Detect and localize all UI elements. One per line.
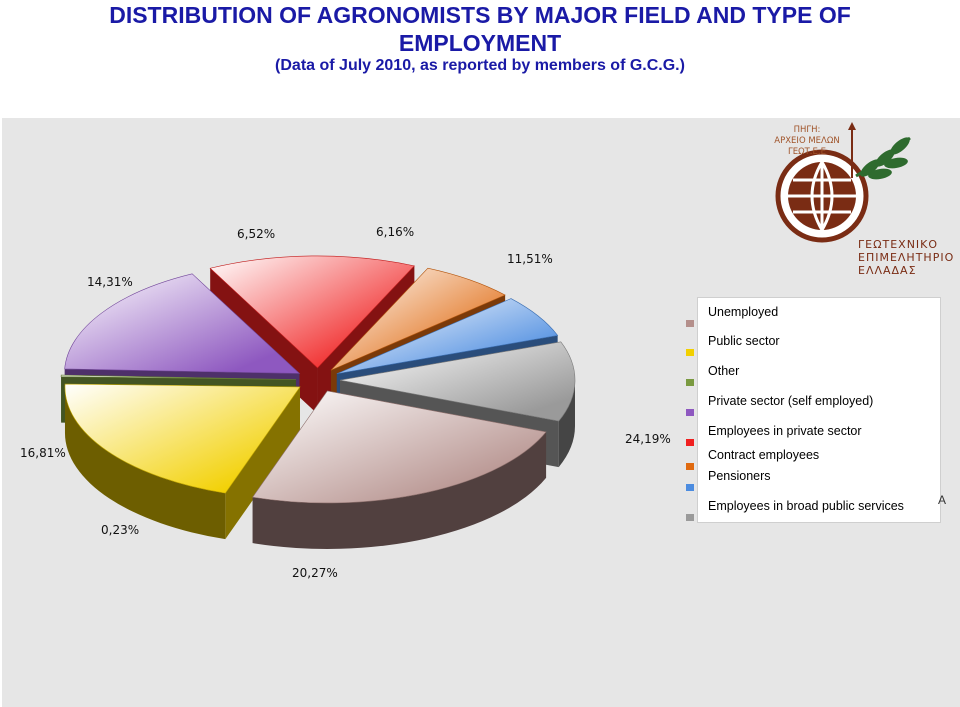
chart-legend: Unemployed Public sector Other Private s… [697,297,941,523]
legend-item-other: Other [708,364,740,378]
chart-title-line-1: DISTRIBUTION OF AGRONOMISTS BY MAJOR FIE… [109,2,851,28]
logo-name-line: ΓΕΩΤΕΧΝΙΚΟ [858,238,939,251]
data-label-public-sector: 20,27% [292,566,338,580]
legend-swatch [686,514,694,521]
legend-item-broad-public: Employees in broad public services [708,499,904,513]
legend-item-unemployed: Unemployed [708,305,779,319]
legend-item-contract: Contract employees [708,448,820,462]
logo-name-line: ΕΛΛΑΔΑΣ [858,264,917,277]
legend-swatch [686,484,694,491]
data-label-private-employees: 14,31% [87,275,133,289]
legend-swatch [686,439,694,446]
logo-source-text: ΠΗΓΗ: ΑΡΧΕΙΟ ΜΕΛΩΝ ΓΕΩΤ.Ε.Ε [772,125,842,158]
pie-slice-public-sector [64,383,301,540]
logo-organization-name: ΓΕΩΤΕΧΝΙΚΟ ΕΠΙΜΕΛΗΤΗΡΙΟ ΕΛΛΑΔΑΣ [858,238,960,277]
data-label-pensioners: 6,16% [376,225,415,239]
legend-item-self-employed: Private sector (self employed) [708,394,874,408]
data-label-unemployed: 24,19% [625,432,671,446]
data-label-other: 0,23% [101,523,140,537]
chart-title-line-2: EMPLOYMENT [398,30,562,56]
legend-item-pensioners: Pensioners [708,469,771,483]
logo-name-line: ΕΠΙΜΕΛΗΤΗΡΙΟ [858,251,955,264]
legend-item-private-employees: Employees in private sector [708,424,862,438]
data-label-self-employed: 16,81% [20,446,66,460]
legend-swatch [686,349,694,356]
legend-swatch [686,320,694,327]
chart-subtitle: (Data of July 2010, as reported by membe… [275,57,685,74]
ggcg-logo [775,122,911,243]
logo-source-line: ΠΗΓΗ: [793,125,821,135]
legend-swatch [686,409,694,416]
legend-item-public-sector: Public sector [708,334,780,348]
logo-source-line: ΑΡΧΕΙΟ ΜΕΛΩΝ [774,136,840,146]
data-label-contract: 6,52% [237,227,276,241]
logo-source-line: ΓΕΩΤ.Ε.Ε [788,147,826,157]
legend-swatch [686,463,694,470]
data-label-broad-public: 11,51% [507,252,553,266]
pie-slice-unemployed [252,390,547,549]
legend-swatch [686,379,694,386]
trailing-mark: Α [938,493,947,507]
